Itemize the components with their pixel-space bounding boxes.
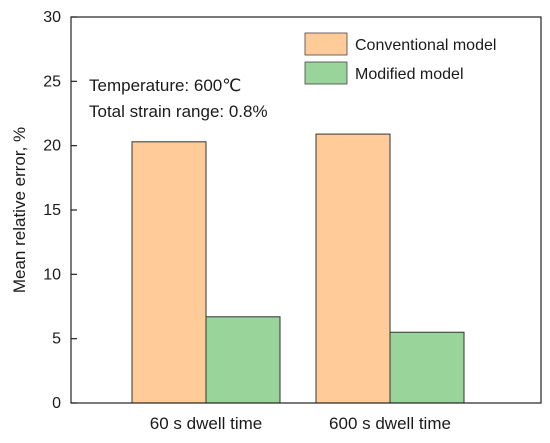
- y-tick-label: 10: [43, 266, 61, 283]
- y-tick-label: 20: [43, 138, 61, 155]
- legend-swatch-modified: [304, 61, 348, 85]
- bar-modified-2: [389, 331, 465, 404]
- legend-label-conventional: Conventional model: [355, 37, 496, 54]
- annotation-temperature: Temperature: 600℃: [89, 76, 241, 95]
- y-axis-title: Mean relative error, %: [10, 127, 29, 293]
- y-tick-label: 30: [43, 9, 61, 26]
- legend: Conventional model Modified model: [304, 32, 496, 85]
- y-axis-ticks: 0 5 10 15 20 25 30: [43, 9, 77, 412]
- y-tick-label: 15: [43, 202, 61, 219]
- annotation-strain-range: Total strain range: 0.8%: [89, 102, 268, 121]
- bar-conventional-2: [315, 133, 391, 404]
- x-axis-labels: 60 s dwell time 600 s dwell time: [150, 414, 451, 433]
- y-tick-label: 5: [52, 331, 61, 348]
- legend-label-modified: Modified model: [355, 66, 464, 83]
- y-tick-label: 25: [43, 73, 61, 90]
- y-tick-label: 0: [52, 395, 61, 412]
- x-category-label: 600 s dwell time: [329, 414, 451, 433]
- plot-frame: [70, 16, 542, 404]
- x-category-label: 60 s dwell time: [150, 414, 262, 433]
- legend-swatch-conventional: [304, 32, 348, 56]
- bar-modified-1: [205, 316, 281, 404]
- bars: [131, 133, 465, 404]
- bar-conventional-1: [131, 141, 207, 404]
